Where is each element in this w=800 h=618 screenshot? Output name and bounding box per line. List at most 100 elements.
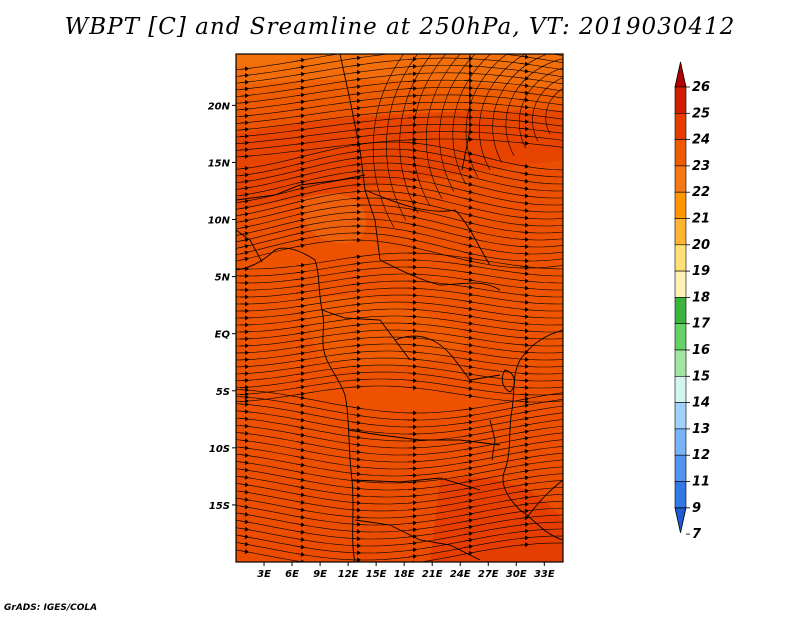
colorbar-segment [674,86,687,114]
lat-tick-label: 5N [215,273,231,284]
flow-arrow [519,299,529,305]
flow-arrow [407,207,417,212]
flow-arrow [519,501,529,507]
flow-arrow [463,258,473,264]
flow-arrow [519,508,529,514]
flow-arrow [351,162,361,168]
lon-tick-label: 9E [313,569,327,580]
flow-arrow [519,416,529,422]
lon-tick-label: 24E [450,569,471,580]
flow-arrow [519,314,529,320]
flow-arrow [295,323,305,329]
flow-arrow [407,527,417,533]
colorbar-segment [674,218,687,246]
streamline [236,57,563,84]
streamline [236,259,563,277]
flow-arrow [295,417,305,423]
flow-arrow [295,454,305,460]
flow-arrow [351,322,361,328]
lon-tick-label: 15E [366,569,387,580]
flow-arrow [519,396,529,402]
flow-arrow [239,79,249,85]
border [236,229,263,263]
streamline [236,131,563,151]
flow-arrow [519,363,529,369]
streamline [236,396,563,421]
colorbar-segment [674,244,687,272]
map-frame: 3E 6E 9E 12E 15E 18E 21E 24E 27E 30E 33E 20N 15N 10N… [208,49,564,580]
flow-arrow [351,405,361,411]
flow-arrow [407,63,417,69]
flow-arrow [351,478,361,484]
streamline [479,54,526,171]
streamline [236,266,563,284]
flow-arrow [407,184,417,190]
streamline [236,169,563,199]
flow-arrow [295,484,305,490]
streamline [236,280,563,298]
flow-arrow [351,521,361,527]
flow-arrow [463,393,473,399]
border [364,189,491,266]
flow-arrow [519,222,529,228]
flow-arrow [463,511,473,517]
flow-arrow [295,330,305,336]
flow-arrow [519,90,529,96]
flow-arrow [463,492,473,498]
colorbar-segment [674,113,687,140]
flow-arrow [295,99,305,105]
flow-arrow [463,406,473,412]
flow-arrow [295,529,305,535]
flow-arrow [351,329,361,335]
flow-arrow [520,49,528,50]
colorbar-label: 18 [692,290,710,305]
border [394,335,501,381]
streamline [425,54,461,199]
flow-arrow [239,237,249,243]
flow-arrow [239,549,249,554]
flow-arrow [295,469,305,475]
flow-arrow [295,106,305,112]
flow-arrow [239,106,249,112]
flow-arrow [239,73,249,79]
flow-arrow [295,167,305,173]
flow-arrow [351,195,361,201]
flow-arrow [295,160,305,166]
flow-arrow [463,465,473,471]
streamlines [236,49,563,562]
lat-tick-label: 10S [209,444,230,455]
flow-arrow [519,455,529,461]
flow-arrow [407,342,417,348]
border [347,429,501,446]
streamline [236,308,563,326]
flow-arrow [407,513,417,519]
streamline [236,211,563,241]
flow-arrow [295,507,305,513]
flow-arrow [519,178,529,184]
flow-arrow [407,363,417,369]
flow-arrow [239,445,249,451]
warm-patch [236,110,563,210]
flow-arrow [239,198,249,204]
flow-arrow [407,378,417,384]
coastline [502,329,563,541]
coastline [236,247,356,562]
flow-arrow [351,377,361,383]
colorbar-bottom-arrow [674,507,687,533]
flow-arrow [463,174,473,179]
streamline [236,183,563,213]
lon-tick-label: 21E [422,569,443,580]
flow-arrow [295,85,305,91]
flow-arrow [295,179,305,185]
flow-arrow [463,212,473,218]
flow-arrow [295,296,305,302]
colorbar-segment [674,191,687,219]
streamline [236,432,563,456]
flow-arrow [295,276,305,282]
flow-arrow [351,449,361,455]
lat-axis: 20N 15N 10N 5N EQ 5S 10S 15S [208,101,236,512]
lon-tick-label: 12E [338,569,359,580]
flow-arrow [295,154,305,160]
flow-arrow [295,57,305,63]
flow-arrow [295,236,305,242]
